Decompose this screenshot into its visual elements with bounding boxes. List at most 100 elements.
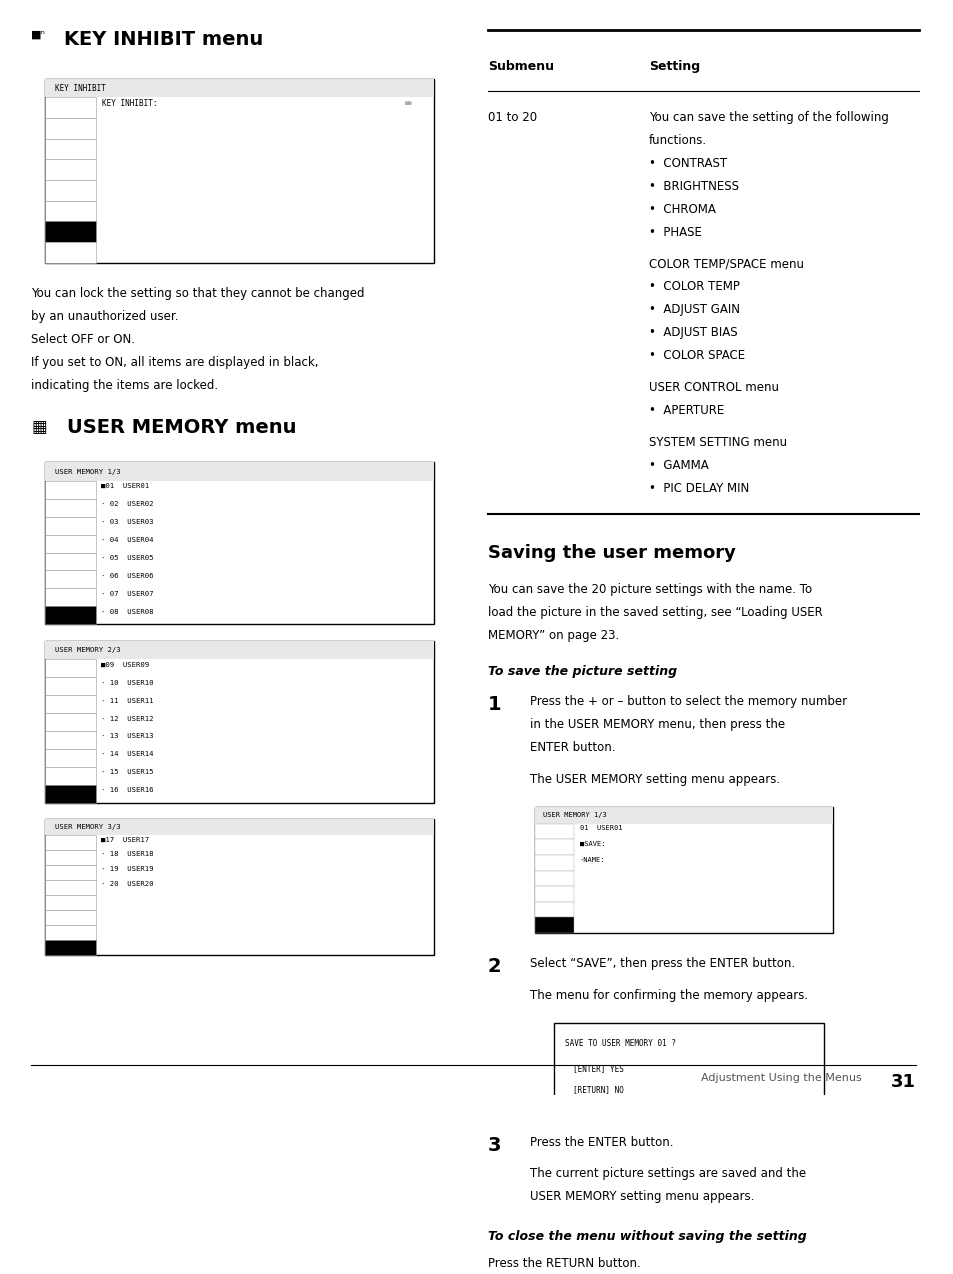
Bar (535, 902, 574, 917)
Bar (46, 118, 96, 139)
Bar (46, 641, 434, 803)
Text: ENTER button.: ENTER button. (530, 741, 616, 754)
Text: · 02  USER02: · 02 USER02 (101, 501, 153, 507)
Text: 31: 31 (890, 1073, 915, 1092)
Bar (46, 894, 96, 910)
Bar (46, 462, 434, 624)
Text: USER MEMORY 2/3: USER MEMORY 2/3 (55, 647, 120, 654)
Text: by an unauthorized user.: by an unauthorized user. (31, 310, 178, 322)
Bar (535, 840, 574, 855)
Bar (46, 480, 96, 498)
Bar (46, 731, 96, 749)
Text: Select OFF or ON.: Select OFF or ON. (31, 333, 135, 347)
Text: SYSTEM SETTING menu: SYSTEM SETTING menu (648, 436, 786, 448)
Bar (46, 850, 96, 865)
Bar (46, 865, 96, 880)
Bar (46, 159, 96, 180)
Bar (46, 553, 96, 571)
Text: USER MEMORY 3/3: USER MEMORY 3/3 (55, 824, 120, 831)
Bar (46, 201, 96, 222)
Text: ▦: ▦ (31, 418, 47, 437)
Text: · 05  USER05: · 05 USER05 (101, 555, 153, 561)
Text: ■ⁿ: ■ⁿ (31, 29, 46, 39)
Text: You can lock the setting so that they cannot be changed: You can lock the setting so that they ca… (31, 287, 364, 299)
Text: •  BRIGHTNESS: • BRIGHTNESS (648, 180, 738, 192)
Bar (46, 139, 96, 159)
Text: USER MEMORY 1/3: USER MEMORY 1/3 (542, 813, 606, 818)
Text: Press the ENTER button.: Press the ENTER button. (530, 1135, 673, 1149)
Text: load the picture in the saved setting, see “Loading USER: load the picture in the saved setting, s… (487, 605, 821, 619)
Text: · 15  USER15: · 15 USER15 (101, 769, 153, 776)
Text: · 14  USER14: · 14 USER14 (101, 752, 153, 757)
Text: •  APERTURE: • APERTURE (648, 404, 723, 417)
Bar (46, 535, 96, 553)
Text: indicating the items are locked.: indicating the items are locked. (31, 378, 218, 392)
Text: Submenu: Submenu (487, 60, 553, 73)
Text: KEY INHIBIT: KEY INHIBIT (55, 84, 106, 93)
Text: •  ADJUST BIAS: • ADJUST BIAS (648, 326, 737, 339)
Bar (535, 887, 574, 902)
Bar (535, 823, 574, 840)
Text: •  GAMMA: • GAMMA (648, 459, 708, 471)
Text: in the USER MEMORY menu, then press the: in the USER MEMORY menu, then press the (530, 719, 784, 731)
Text: •  CONTRAST: • CONTRAST (648, 157, 726, 169)
Bar (46, 641, 434, 660)
Text: The menu for confirming the memory appears.: The menu for confirming the memory appea… (530, 989, 807, 1001)
Bar (46, 242, 96, 262)
Bar (46, 713, 96, 731)
Text: · 13  USER13: · 13 USER13 (101, 734, 153, 739)
Text: The current picture settings are saved and the: The current picture settings are saved a… (530, 1167, 805, 1181)
Bar (535, 808, 833, 933)
Text: SAVE TO USER MEMORY 01 ?: SAVE TO USER MEMORY 01 ? (565, 1040, 676, 1049)
Text: KEY INHIBIT:: KEY INHIBIT: (102, 99, 157, 108)
Bar (46, 696, 96, 713)
Text: USER MEMORY 1/3: USER MEMORY 1/3 (55, 469, 120, 474)
Bar (46, 97, 96, 118)
Bar (46, 589, 96, 606)
Bar (46, 606, 96, 624)
Text: If you set to ON, all items are displayed in black,: If you set to ON, all items are displaye… (31, 355, 318, 369)
Text: · 16  USER16: · 16 USER16 (101, 787, 153, 794)
Text: Press the + or – button to select the memory number: Press the + or – button to select the me… (530, 696, 846, 708)
Text: · 18  USER18: · 18 USER18 (101, 851, 153, 857)
Bar (46, 940, 96, 956)
Bar (46, 749, 96, 767)
Text: ■SAVE:: ■SAVE: (578, 841, 604, 847)
Text: MEMORY” on page 23.: MEMORY” on page 23. (487, 628, 618, 642)
Text: You can save the 20 picture settings with the name. To: You can save the 20 picture settings wit… (487, 582, 811, 596)
Text: Setting: Setting (648, 60, 700, 73)
Text: · 20  USER20: · 20 USER20 (101, 882, 153, 888)
Bar (46, 180, 96, 201)
Text: Press the RETURN button.: Press the RETURN button. (487, 1257, 639, 1270)
Bar (46, 660, 96, 678)
Text: 3: 3 (487, 1135, 500, 1154)
Text: KEY INHIBIT menu: KEY INHIBIT menu (65, 29, 263, 48)
Text: · 04  USER04: · 04 USER04 (101, 538, 153, 543)
Bar (46, 222, 96, 242)
Bar (46, 880, 96, 894)
Text: To close the menu without saving the setting: To close the menu without saving the set… (487, 1229, 805, 1243)
Bar (46, 819, 434, 956)
Text: 2: 2 (487, 957, 501, 976)
Text: •  COLOR TEMP: • COLOR TEMP (648, 280, 739, 293)
Text: functions.: functions. (648, 134, 706, 147)
Text: ■01  USER01: ■01 USER01 (101, 483, 149, 489)
Text: 1: 1 (487, 696, 501, 715)
Text: The USER MEMORY setting menu appears.: The USER MEMORY setting menu appears. (530, 773, 780, 786)
Text: [RETURN] NO: [RETURN] NO (573, 1085, 623, 1094)
Text: USER MEMORY menu: USER MEMORY menu (67, 418, 296, 437)
Bar (535, 855, 574, 870)
Text: · 12  USER12: · 12 USER12 (101, 716, 153, 721)
Bar (46, 79, 434, 262)
Text: · 08  USER08: · 08 USER08 (101, 609, 153, 615)
Text: USER MEMORY setting menu appears.: USER MEMORY setting menu appears. (530, 1190, 754, 1204)
Bar (46, 462, 434, 480)
Bar (46, 910, 96, 925)
Text: ·NAME:: ·NAME: (578, 856, 604, 862)
Text: ■09  USER09: ■09 USER09 (101, 661, 149, 668)
Text: · 03  USER03: · 03 USER03 (101, 519, 153, 525)
Text: •  COLOR SPACE: • COLOR SPACE (648, 349, 744, 362)
Bar (46, 819, 434, 834)
Bar (535, 917, 574, 933)
Bar (554, 1023, 823, 1108)
